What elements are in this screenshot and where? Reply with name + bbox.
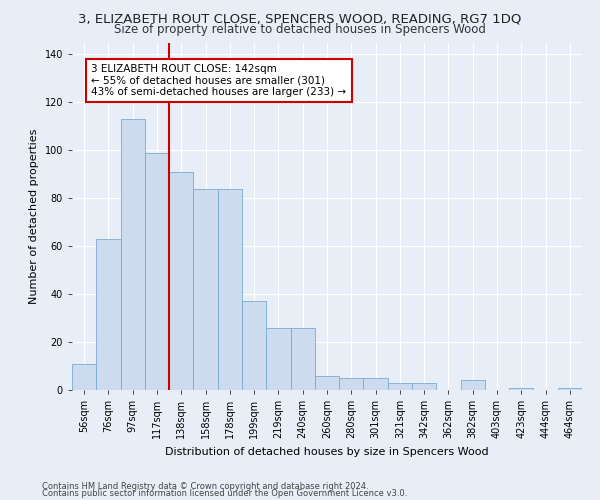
Bar [266,328,290,390]
Bar [145,152,169,390]
Bar [193,188,218,390]
Bar [121,119,145,390]
Bar [412,383,436,390]
Text: 3, ELIZABETH ROUT CLOSE, SPENCERS WOOD, READING, RG7 1DQ: 3, ELIZABETH ROUT CLOSE, SPENCERS WOOD, … [79,12,521,26]
X-axis label: Distribution of detached houses by size in Spencers Wood: Distribution of detached houses by size … [165,446,489,456]
Bar [242,302,266,390]
Bar [388,383,412,390]
Bar [315,376,339,390]
Bar [509,388,533,390]
Bar [96,239,121,390]
Text: 3 ELIZABETH ROUT CLOSE: 142sqm
← 55% of detached houses are smaller (301)
43% of: 3 ELIZABETH ROUT CLOSE: 142sqm ← 55% of … [91,64,347,98]
Bar [364,378,388,390]
Text: Contains HM Land Registry data © Crown copyright and database right 2024.: Contains HM Land Registry data © Crown c… [42,482,368,491]
Text: Size of property relative to detached houses in Spencers Wood: Size of property relative to detached ho… [114,22,486,36]
Bar [339,378,364,390]
Bar [218,188,242,390]
Bar [169,172,193,390]
Bar [290,328,315,390]
Bar [558,388,582,390]
Bar [72,364,96,390]
Text: Contains public sector information licensed under the Open Government Licence v3: Contains public sector information licen… [42,490,407,498]
Y-axis label: Number of detached properties: Number of detached properties [29,128,39,304]
Bar [461,380,485,390]
